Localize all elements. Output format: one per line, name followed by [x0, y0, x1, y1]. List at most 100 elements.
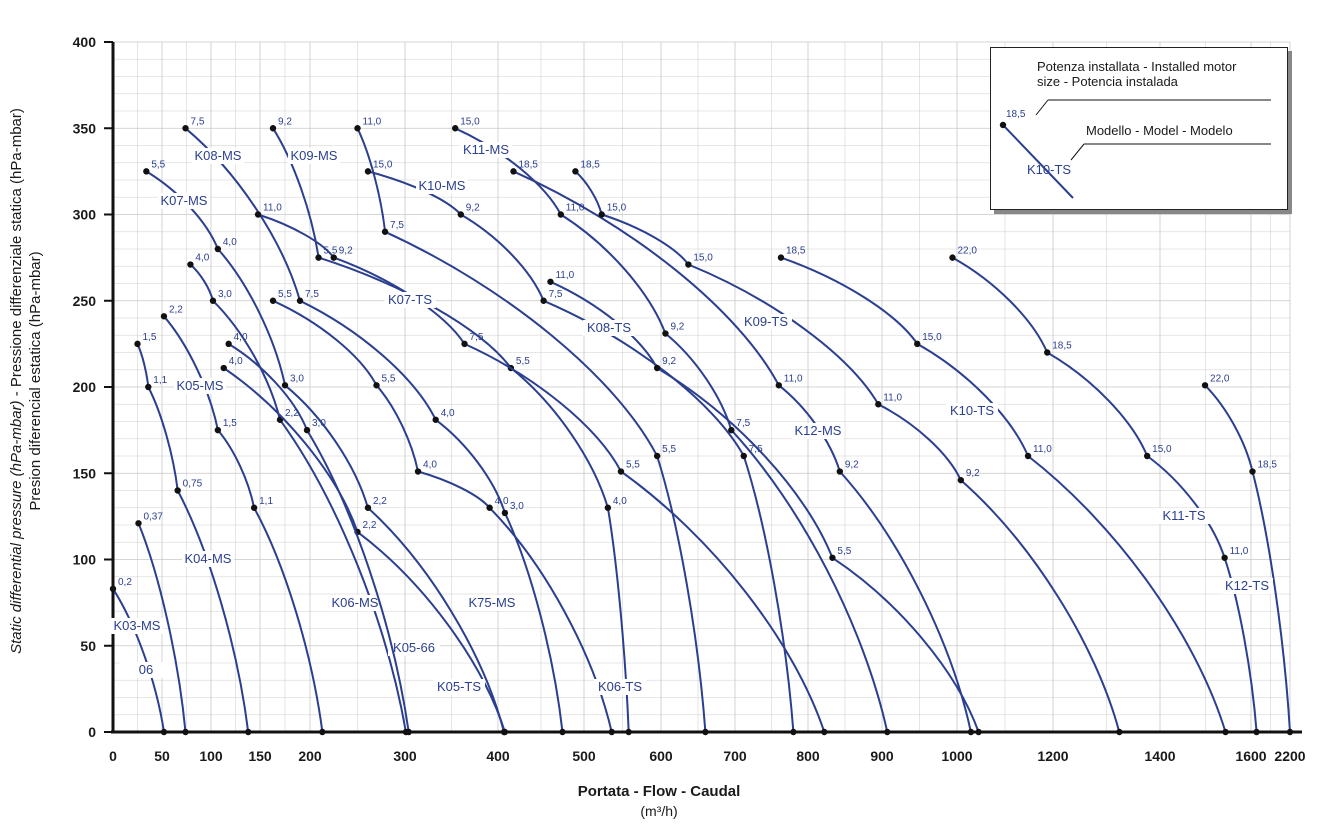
power-label: 5,5 — [324, 246, 338, 257]
power-label: 0,75 — [183, 479, 203, 490]
data-point — [1249, 468, 1256, 475]
data-point — [653, 364, 661, 372]
power-label: 22,0 — [958, 246, 978, 257]
series-line — [513, 170, 972, 733]
series-line — [112, 588, 165, 733]
power-label: 18,5 — [786, 246, 806, 257]
data-point — [432, 416, 439, 423]
power-label: 15,0 — [922, 332, 942, 343]
power-label: 15,0 — [607, 203, 627, 214]
series-k07-ts: 11,0 9,2 7,5 5,5 K07-TS — [254, 203, 828, 736]
power-label: 11,0 — [363, 116, 382, 127]
data-point — [182, 125, 189, 132]
x-tick-labels: 0 50 100 150 200 300 400 500 600 700 800 900 1000 120… — [109, 748, 1306, 764]
series-label-bg — [946, 403, 998, 419]
power-label: 2,2 — [373, 496, 387, 507]
power-label: 4,0 — [195, 253, 209, 264]
data-point — [269, 297, 277, 304]
series-k08-ts: 11,0 9,2 5,5 K08-TS — [547, 270, 982, 736]
series-label-bg — [329, 595, 381, 611]
x-tick-label: 300 — [393, 748, 417, 764]
data-point — [1044, 349, 1051, 356]
data-point — [967, 728, 975, 736]
data-point — [740, 452, 747, 460]
y-tick-label: 0 — [88, 724, 96, 740]
power-label: 2,2 — [169, 304, 183, 315]
power-label: 9,2 — [278, 116, 292, 127]
power-label: 7,5 — [305, 289, 319, 300]
x-tick-label: 900 — [870, 748, 894, 764]
x-tick-label: 400 — [486, 748, 510, 764]
data-point — [572, 168, 579, 175]
power-label: 11,0 — [263, 203, 282, 214]
data-point — [662, 330, 669, 337]
power-label: 15,0 — [460, 116, 480, 127]
series-label: K10-MS — [419, 178, 466, 193]
legend-model-example: K10-TS — [1027, 162, 1072, 177]
series-label: K05-MS — [177, 378, 224, 393]
series-k11-ts: 22,0 18,5 15,0 11,0 K11-TS — [949, 246, 1260, 736]
series-label-bg — [174, 378, 226, 394]
power-label: 0,37 — [143, 511, 163, 522]
power-label: 7,5 — [390, 220, 404, 231]
data-point — [160, 313, 168, 320]
series-label-bg — [792, 423, 844, 439]
data-point — [145, 383, 152, 391]
data-point — [214, 426, 222, 434]
power-label: 15,0 — [693, 253, 713, 264]
series-line — [356, 127, 707, 733]
data-point — [501, 509, 509, 517]
legend-model-leader — [1070, 143, 1085, 161]
series-label-bg — [433, 679, 485, 695]
data-point — [540, 297, 547, 304]
series-label: K11-MS — [463, 142, 509, 157]
power-label: 18,5 — [580, 159, 600, 170]
x-axis-title: Portata - Flow - Caudal — [577, 783, 741, 800]
series-k10-ts: 18,5 15,0 11,0 K10-TS — [777, 246, 1229, 736]
series-k12-ts: 22,0 18,5 K12-TS — [1201, 373, 1294, 736]
power-label: 5,5 — [278, 289, 292, 300]
series-line — [1204, 384, 1291, 733]
power-label: 18,5 — [1257, 460, 1277, 471]
y-axis-title-second: Presion diferencial estatica (hPa-mbar) — [27, 251, 44, 511]
power-label: 3,0 — [290, 373, 304, 384]
data-point — [975, 728, 982, 736]
x-tick-label: 1600 — [1235, 748, 1266, 764]
series-label: K07-MS — [161, 193, 208, 208]
x-tick-label: 50 — [154, 748, 170, 764]
power-label: 3,0 — [312, 418, 326, 429]
legend-power-example: 18,5 — [1006, 109, 1026, 120]
power-label: 5,5 — [516, 356, 530, 367]
series-k05-ts: 4,0 3,0 K05-TS — [225, 332, 485, 736]
power-label: 2,2 — [285, 408, 299, 419]
power-label: 1,5 — [223, 418, 237, 429]
power-label: 1,1 — [153, 375, 167, 386]
power-label: 22,0 — [1210, 373, 1230, 384]
data-point — [319, 728, 326, 736]
power-label: 15,0 — [373, 159, 393, 170]
series-label: K08-TS — [587, 320, 631, 335]
series-label: K04-MS — [185, 551, 232, 566]
series-label-bg — [1158, 508, 1210, 524]
data-point — [598, 211, 605, 218]
series-k05-66: 4,0 2,2 K05-66 — [220, 356, 509, 736]
power-label: 18,5 — [518, 159, 538, 170]
series-label-bg — [466, 595, 518, 611]
power-label: 1,1 — [259, 496, 273, 507]
data-point — [269, 125, 277, 132]
series-line — [137, 522, 187, 733]
power-label: 4,0 — [441, 408, 455, 419]
series-line — [550, 280, 980, 733]
series-label: K05-66 — [393, 640, 435, 655]
series-label: K09-TS — [744, 314, 788, 329]
power-label: 7,5 — [736, 418, 750, 429]
x-tick-label: 150 — [248, 748, 272, 764]
legend-box: Potenza installata - Installed motor siz… — [990, 47, 1288, 210]
legend-sample-curve — [1002, 124, 1074, 199]
series-k75-ms: 5,5 5,5 4,0 4,0 K75-MS — [269, 289, 615, 736]
power-label: 11,0 — [1230, 546, 1249, 557]
data-point — [790, 728, 797, 736]
data-point — [364, 504, 372, 511]
